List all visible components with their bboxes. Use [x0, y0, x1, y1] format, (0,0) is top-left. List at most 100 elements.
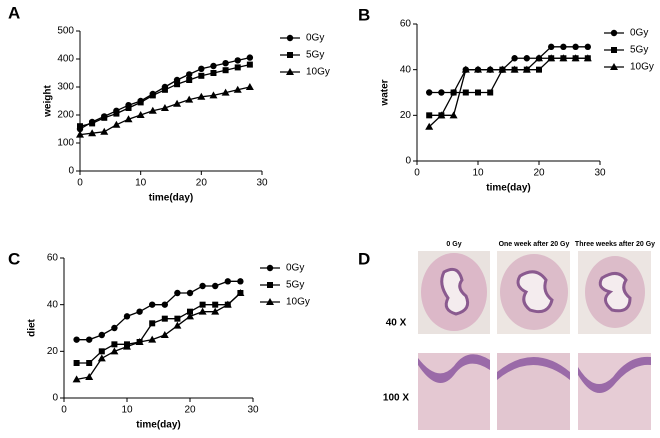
marker [88, 129, 97, 137]
marker [101, 114, 108, 121]
y-axis-label: diet [27, 318, 38, 336]
marker [136, 111, 145, 118]
marker [222, 60, 229, 67]
x-tick-label: 30 [247, 405, 259, 416]
marker [211, 307, 220, 315]
x-axis-label: time(day) [149, 193, 193, 204]
marker [222, 67, 229, 74]
marker [149, 320, 156, 327]
y-tick-label: 40 [400, 64, 412, 75]
marker [199, 301, 206, 308]
marker [426, 89, 433, 96]
marker [487, 89, 494, 96]
marker [475, 89, 481, 96]
marker [125, 105, 132, 111]
marker [86, 336, 93, 343]
y-tick-label: 500 [57, 26, 74, 37]
marker [535, 54, 543, 62]
marker [245, 83, 254, 90]
marker [511, 55, 518, 62]
marker [187, 308, 193, 315]
marker [112, 120, 121, 128]
marker [137, 99, 144, 106]
legend-label: 5Gy [306, 50, 324, 61]
legend-label: 0Gy [630, 28, 648, 39]
legend-label: 10Gy [306, 67, 330, 78]
y-tick-label: 100 [57, 138, 74, 149]
y-tick-label: 20 [47, 346, 59, 357]
marker [148, 106, 157, 114]
y-tick-label: 0 [68, 166, 74, 177]
marker [148, 335, 157, 343]
marker [246, 61, 253, 68]
histology-panel: D 0 Gy One week after 20 Gy Three weeks … [358, 241, 655, 430]
x-tick-label: 10 [135, 178, 147, 189]
marker [174, 81, 181, 88]
marker [583, 54, 592, 62]
x-axis-label: time(day) [136, 420, 180, 431]
marker [98, 348, 105, 355]
marker [98, 331, 106, 339]
marker [173, 99, 182, 107]
marker [186, 289, 194, 297]
x-tick-label: 0 [61, 405, 67, 416]
marker [123, 313, 131, 320]
marker [210, 62, 217, 70]
marker [536, 66, 542, 73]
marker [267, 282, 273, 288]
marker [266, 298, 274, 305]
marker [73, 360, 80, 366]
marker [266, 264, 274, 272]
legend-label: 0Gy [306, 33, 324, 44]
marker [611, 47, 617, 53]
marker [174, 315, 181, 322]
marker [287, 52, 293, 58]
marker [286, 68, 294, 75]
panel-label: A [8, 3, 20, 22]
y-tick-label: 20 [400, 110, 412, 121]
column-header: One week after 20 Gy [499, 241, 570, 248]
marker [548, 43, 555, 51]
y-tick-label: 40 [47, 299, 59, 310]
y-tick-label: 60 [400, 19, 412, 30]
marker [461, 65, 470, 73]
marker [212, 282, 219, 290]
marker [572, 43, 579, 51]
y-tick-label: 400 [57, 54, 74, 65]
marker [173, 321, 182, 329]
marker [199, 282, 206, 290]
marker [233, 85, 242, 93]
marker [160, 104, 169, 111]
marker [161, 301, 168, 308]
x-tick-label: 10 [121, 405, 133, 416]
marker [462, 89, 469, 96]
marker [113, 110, 120, 117]
marker [510, 65, 519, 73]
marker [286, 34, 294, 42]
y-tick-label: 0 [405, 156, 411, 167]
marker [425, 122, 434, 130]
marker [135, 338, 144, 345]
marker [610, 29, 618, 37]
marker [161, 315, 168, 322]
marker [584, 43, 591, 51]
marker [498, 65, 507, 73]
x-tick-label: 10 [472, 168, 484, 179]
y-tick-label: 60 [47, 253, 59, 264]
marker [560, 43, 567, 51]
marker [197, 92, 206, 100]
marker [124, 115, 133, 123]
legend-label: 5Gy [630, 45, 648, 56]
panel-label: B [358, 5, 370, 24]
marker [97, 354, 106, 362]
marker [522, 65, 531, 73]
marker [110, 347, 119, 355]
marker [198, 307, 207, 315]
legend-label: 10Gy [286, 297, 310, 308]
marker [89, 120, 96, 127]
marker [237, 278, 244, 285]
marker [77, 123, 83, 130]
marker [610, 63, 618, 70]
marker [210, 70, 217, 76]
